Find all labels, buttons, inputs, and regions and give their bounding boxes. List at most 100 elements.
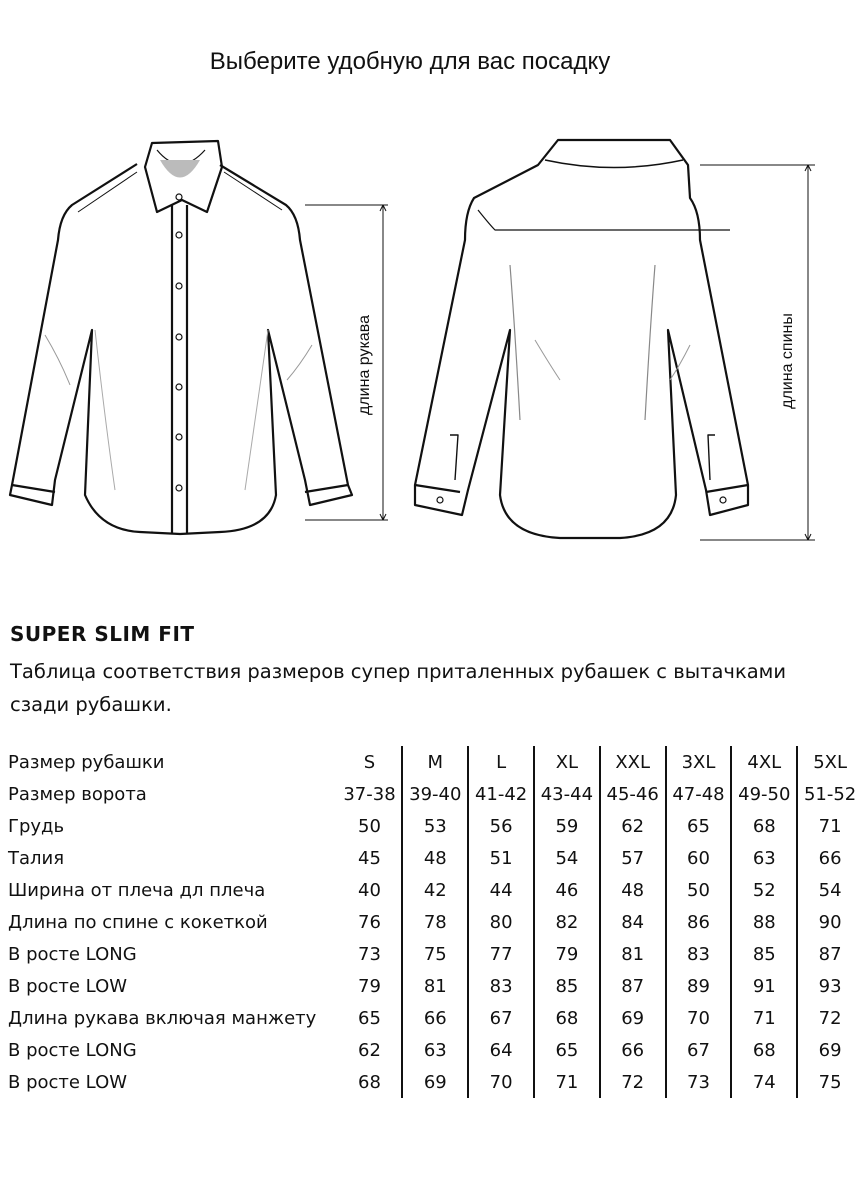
table-cell: 50 [664,874,732,906]
table-cell: 85 [730,938,798,970]
table-cell: 75 [796,1066,862,1098]
table-cell: 75 [401,938,469,970]
table-cell: L [467,746,534,778]
row-label: В росте LONG [8,1039,137,1061]
table-cell: 71 [796,810,862,842]
back-length-label: длина спины [779,313,796,409]
table-cell: 73 [664,1066,732,1098]
shirt-illustrations [8,138,815,541]
page-title: Выберите удобную для вас посадку [209,48,611,75]
table-cell: 60 [664,842,732,874]
table-cell: 65 [533,1034,600,1066]
table-cell: XXL [598,746,666,778]
table-cell: 78 [401,906,469,938]
table-row: В росте LOW 68 69 70 71 72 73 74 75 [8,1066,862,1098]
row-label: Размер ворота [8,783,147,805]
table-cell: 50 [358,815,381,837]
table-cell: 43-44 [533,778,600,810]
table-cell: 73 [358,943,381,965]
table-cell: 82 [533,906,600,938]
table-cell: S [363,751,376,773]
table-cell: 80 [467,906,534,938]
table-cell: 47-48 [664,778,732,810]
table-cell: 83 [467,970,534,1002]
table-cell: 42 [401,874,469,906]
table-cell: 52 [730,874,798,906]
table-cell: 89 [664,970,732,1002]
table-cell: 79 [533,938,600,970]
row-label: Длина рукава включая манжету [8,1007,317,1029]
row-label: В росте LONG [8,943,137,965]
sleeve-length-label: длина рукава [356,315,373,415]
table-cell: 66 [401,1002,469,1034]
table-cell: 45-46 [598,778,666,810]
size-table: Размер рубашки S M L XL XXL 3XL 4XL 5XL Размер во… [8,746,862,1098]
table-row: Ширина от плеча дл плеча 40 42 44 46 48 50 52 54 [8,874,862,906]
table-row: В росте LOW 79 81 83 85 87 89 91 93 [8,970,862,1002]
table-cell: 83 [664,938,732,970]
table-cell: 68 [730,810,798,842]
table-cell: 79 [358,975,381,997]
table-row: Размер рубашки S M L XL XXL 3XL 4XL 5XL [8,746,862,778]
table-cell: 41-42 [467,778,534,810]
table-cell: 87 [796,938,862,970]
table-cell: 4XL [730,746,798,778]
table-cell: 44 [467,874,534,906]
row-label: В росте LOW [8,975,128,997]
table-cell: 45 [358,847,381,869]
table-cell: 39-40 [401,778,469,810]
table-cell: 65 [664,810,732,842]
row-label: Ширина от плеча дл плеча [8,879,266,901]
table-cell: 70 [664,1002,732,1034]
table-cell: 71 [533,1066,600,1098]
table-cell: 59 [533,810,600,842]
table-cell: 69 [401,1066,469,1098]
table-cell: 53 [401,810,469,842]
table-description: Таблица соответствия размеров супер прит… [10,660,787,716]
table-cell: 54 [796,874,862,906]
table-cell: 65 [358,1007,381,1029]
table-cell: 62 [598,810,666,842]
table-cell: 3XL [664,746,732,778]
table-cell: 68 [730,1034,798,1066]
table-cell: 88 [730,906,798,938]
table-cell: 68 [358,1071,381,1093]
row-label: Длина по спине с кокеткой [8,911,268,933]
table-cell: 46 [533,874,600,906]
back-length-measure-line [700,164,815,541]
table-cell: 40 [358,879,381,901]
table-cell: 62 [358,1039,381,1061]
table-cell: 64 [467,1034,534,1066]
table-cell: 70 [467,1066,534,1098]
table-row: В росте LONG 62 63 64 65 66 67 68 69 [8,1034,862,1066]
table-cell: 54 [533,842,600,874]
table-cell: 72 [796,1002,862,1034]
table-row: Талия 45 48 51 54 57 60 63 66 [8,842,862,874]
shirt-front-drawing [8,139,354,536]
table-cell: 93 [796,970,862,1002]
table-cell: 74 [730,1066,798,1098]
table-cell: 85 [533,970,600,1002]
row-label: Грудь [8,815,65,837]
table-cell: 63 [730,842,798,874]
table-cell: 51 [467,842,534,874]
table-cell: 63 [401,1034,469,1066]
fit-heading: SUPER SLIM FIT [10,622,195,646]
table-cell: 69 [796,1034,862,1066]
table-cell: 90 [796,906,862,938]
table-cell: 77 [467,938,534,970]
table-row: Длина по спине с кокеткой 76 78 80 82 84 86 88 9… [8,906,862,938]
table-row: Грудь 50 53 56 59 62 65 68 71 [8,810,862,842]
table-cell: 56 [467,810,534,842]
table-cell: 5XL [796,746,862,778]
table-row: Длина рукава включая манжету 65 66 67 68 69 70… [8,1002,862,1034]
table-cell: 81 [598,938,666,970]
table-row: В росте LONG 73 75 77 79 81 83 85 87 [8,938,862,970]
row-label: В росте LOW [8,1071,128,1093]
table-cell: 67 [467,1002,534,1034]
table-cell: 76 [358,911,381,933]
table-cell: XL [533,746,600,778]
table-cell: 84 [598,906,666,938]
table-cell: 51-52 [796,778,862,810]
table-cell: 66 [598,1034,666,1066]
